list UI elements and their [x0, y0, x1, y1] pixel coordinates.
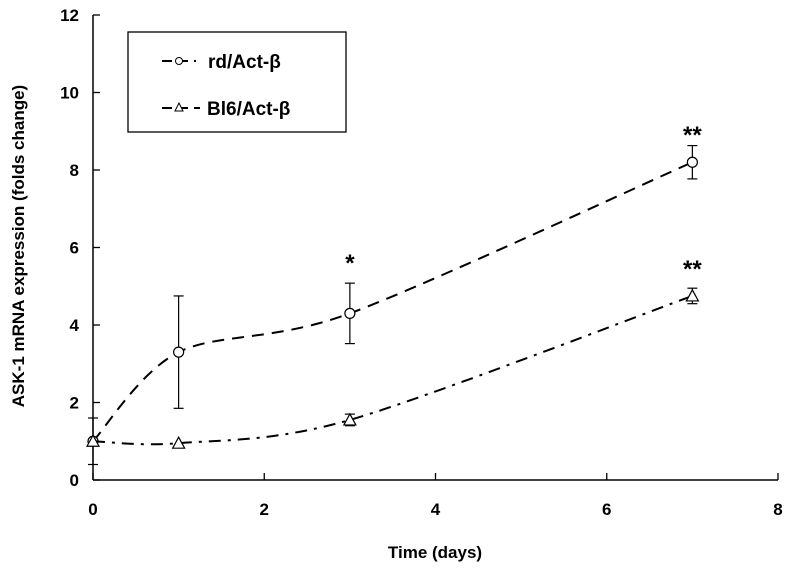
series-line-0 [92, 161, 693, 442]
y-tick-label: 0 [70, 471, 79, 490]
y-tick-label: 4 [70, 316, 80, 335]
legend-label-rd: rd/Act-β [208, 52, 281, 73]
data-point-triangle [85, 433, 101, 447]
y-tick-label: 2 [70, 394, 79, 413]
y-tick-label: 12 [60, 6, 79, 25]
marks: ***** [85, 122, 702, 466]
y-axis-label: ASK-1 mRNA expression (folds change) [9, 85, 28, 407]
series-line-1 [92, 294, 693, 446]
x-tick-label: 8 [773, 500, 782, 519]
axes: 0 2 4 6 8 0 2 4 6 8 10 12 [60, 6, 783, 519]
x-tick-label: 0 [88, 500, 97, 519]
data-point-circle [173, 346, 185, 358]
y-tick-label: 6 [70, 239, 79, 258]
y-tick-label: 8 [70, 161, 79, 180]
significance-annotation: ** [683, 256, 702, 283]
legend-marker-triangle [174, 101, 184, 112]
data-point-circle [686, 156, 698, 168]
y-tick-label: 10 [60, 84, 79, 103]
x-tick-label: 4 [431, 500, 441, 519]
legend: rd/Act-β Bl6/Act-β [127, 31, 347, 133]
data-point-triangle [171, 435, 186, 449]
data-point-triangle [685, 288, 700, 302]
data-point-circle [344, 307, 356, 319]
legend-box [127, 31, 347, 133]
data-point-triangle [342, 412, 357, 426]
legend-marker-circle [175, 57, 183, 65]
legend-label-bl6: Bl6/Act-β [207, 99, 290, 120]
x-tick-label: 6 [602, 500, 611, 519]
significance-annotation: * [345, 250, 355, 277]
x-tick-label: 2 [260, 500, 269, 519]
significance-annotation: ** [683, 122, 702, 149]
x-axis-label: Time (days) [388, 543, 482, 562]
